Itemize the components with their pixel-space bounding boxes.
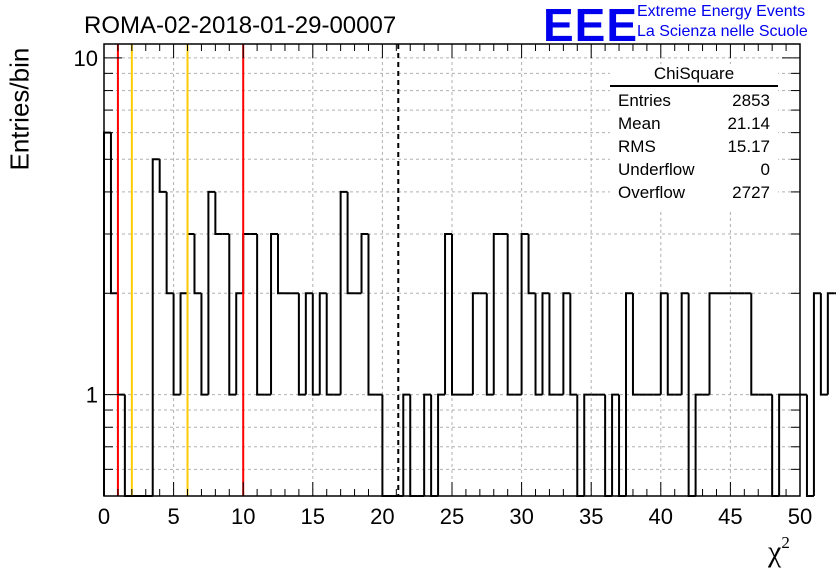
histogram-bin xyxy=(451,233,459,396)
histogram-bin xyxy=(694,393,703,496)
histogram-bin xyxy=(402,393,411,496)
y-axis-label: Entries/bin xyxy=(4,47,35,171)
x-tick-label: 20 xyxy=(370,504,394,529)
histogram-bin xyxy=(534,293,543,396)
histogram-bin xyxy=(311,293,320,396)
stats-row: Overflow 2727 xyxy=(610,181,778,204)
histogram-bin xyxy=(826,292,835,395)
histogram-bin xyxy=(506,233,515,396)
x-tick-label: 45 xyxy=(718,504,742,529)
histogram-bars xyxy=(103,131,836,497)
histogram-bin xyxy=(708,292,717,395)
histogram-bin xyxy=(325,293,334,396)
histogram-bin xyxy=(103,131,111,496)
eee-logo: EEE xyxy=(543,0,639,51)
histogram-bin xyxy=(228,233,237,396)
x-tick-label: 25 xyxy=(440,504,464,529)
stats-label: Overflow xyxy=(618,183,686,202)
histogram-bin xyxy=(485,293,494,396)
histogram-bin xyxy=(492,232,501,395)
histogram-bin xyxy=(812,292,821,496)
logo-line-1: Extreme Energy Events xyxy=(637,3,806,20)
histogram-bin xyxy=(304,292,313,395)
histogram-bin xyxy=(659,292,668,395)
stats-label: RMS xyxy=(618,137,656,156)
y-tick-label: 1 xyxy=(86,383,98,408)
histogram-bin xyxy=(242,232,251,294)
stats-value: 0 xyxy=(760,160,770,179)
histogram-bin xyxy=(541,292,550,395)
histogram-bin xyxy=(109,132,118,295)
x-axis-label: χ2 xyxy=(768,533,790,568)
histogram-bin xyxy=(583,393,592,496)
histogram-bin xyxy=(151,158,160,496)
x-tick-label: 30 xyxy=(509,504,533,529)
histogram-bin xyxy=(437,393,446,496)
logo-line-2: La Scienza nelle Scuole xyxy=(637,23,808,40)
histogram-bin xyxy=(520,232,529,395)
stats-title: ChiSquare xyxy=(610,64,778,87)
histogram-bin xyxy=(179,292,188,395)
x-tick-label: 35 xyxy=(579,504,603,529)
stats-value: 2727 xyxy=(732,183,770,202)
stats-value: 2853 xyxy=(732,91,770,110)
stats-label: Mean xyxy=(618,114,661,133)
histogram-bin xyxy=(360,232,369,294)
x-tick-label: 5 xyxy=(167,504,179,529)
histogram-bin xyxy=(625,292,633,496)
histogram-bin xyxy=(172,293,181,396)
x-tick-label: 40 xyxy=(649,504,673,529)
histogram-bin xyxy=(631,293,640,396)
histogram-bin xyxy=(819,293,828,396)
histogram-bin xyxy=(569,293,578,396)
histogram-bin xyxy=(367,233,376,396)
stats-row: RMS 15.17 xyxy=(610,135,778,158)
histogram-bin xyxy=(527,233,536,295)
histogram-bin xyxy=(165,191,174,295)
stats-row: Underflow 0 xyxy=(610,158,778,181)
histogram-bin xyxy=(200,293,209,396)
histogram-bin xyxy=(186,232,195,294)
histogram-bin xyxy=(297,293,306,396)
x-tick-label: 15 xyxy=(301,504,325,529)
stats-value: 21.14 xyxy=(727,114,770,133)
stats-row: Mean 21.14 xyxy=(610,112,778,135)
x-tick-label: 0 xyxy=(98,504,110,529)
histogram-bin xyxy=(214,191,223,235)
histogram-bin xyxy=(666,293,675,396)
stats-box: ChiSquare Entries 2853 Mean 21.14 RMS 15.17… xyxy=(610,64,778,212)
histogram-bin xyxy=(270,232,278,395)
histogram-bin xyxy=(339,190,348,395)
histogram-bin xyxy=(235,292,244,395)
x-tick-label: 10 xyxy=(231,504,255,529)
axis-ticks: 0 5 10 15 20 25 30 35 40 45 50 1 10 xyxy=(74,44,812,529)
histogram-bin xyxy=(346,191,355,295)
histogram-bin xyxy=(444,232,452,395)
histogram-bin xyxy=(680,292,689,395)
stats-row: Entries 2853 xyxy=(610,89,778,112)
histogram-bin xyxy=(562,292,571,395)
cut-lines xyxy=(116,44,400,496)
stats-label: Underflow xyxy=(618,160,695,179)
histogram-bin xyxy=(116,293,125,396)
histogram-bin xyxy=(207,190,216,395)
stats-value: 15.17 xyxy=(727,137,770,156)
histogram-bin xyxy=(805,394,814,497)
histogram-bin xyxy=(193,233,202,295)
histogram-bin xyxy=(750,293,759,396)
histogram-bin xyxy=(548,293,557,396)
histogram-bin xyxy=(318,292,327,395)
histogram-bin xyxy=(423,393,432,496)
histogram-bin xyxy=(471,292,480,395)
histogram-bin xyxy=(256,233,265,396)
chart-title: ROMA-02-2018-01-29-00007 xyxy=(84,12,397,39)
histogram-bin xyxy=(611,393,620,496)
y-tick-label: 10 xyxy=(74,46,98,71)
stats-label: Entries xyxy=(618,91,671,110)
x-tick-label: 50 xyxy=(788,504,812,529)
histogram-bin xyxy=(277,233,285,295)
histogram-bin xyxy=(158,159,167,193)
